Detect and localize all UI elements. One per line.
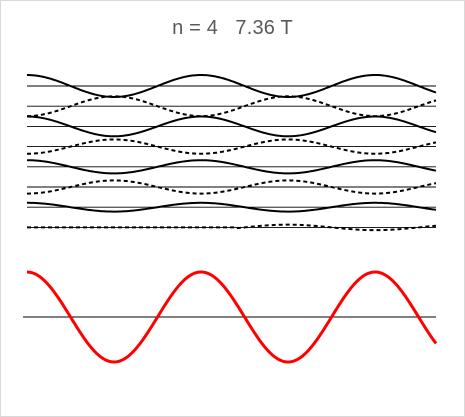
component-wave-3 [26, 115, 437, 138]
component-wave-5 [26, 159, 437, 175]
chart-title: n = 4 7.36 T [172, 17, 293, 39]
component-wave-7 [26, 201, 437, 213]
component-wave-8 [27, 223, 437, 232]
component-wave-2 [26, 95, 437, 118]
component-wave-1 [26, 73, 437, 99]
component-wave-6 [26, 179, 437, 195]
resultant-wave [26, 270, 438, 364]
component-wave-4 [26, 138, 437, 155]
